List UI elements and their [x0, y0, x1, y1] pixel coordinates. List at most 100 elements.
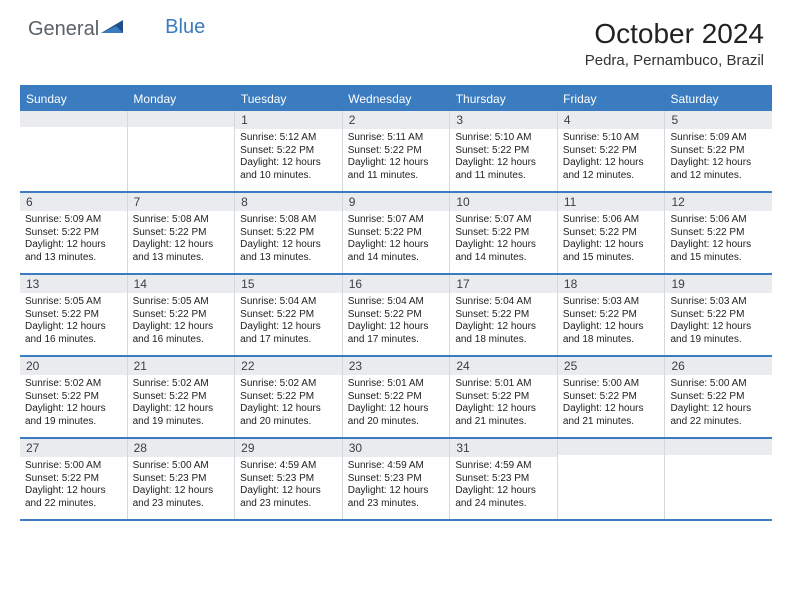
day-number: 17: [450, 275, 557, 293]
cell-line: Sunset: 5:22 PM: [133, 391, 230, 404]
cell-body: Sunrise: 5:02 AMSunset: 5:22 PMDaylight:…: [20, 375, 127, 433]
cell-line: Sunrise: 5:07 AM: [348, 214, 445, 227]
calendar-cell: 25Sunrise: 5:00 AMSunset: 5:22 PMDayligh…: [558, 357, 666, 437]
cell-line: Sunrise: 5:00 AM: [25, 460, 122, 473]
cell-line: Daylight: 12 hours and 16 minutes.: [133, 321, 230, 346]
calendar-cell: [558, 439, 666, 519]
cell-line: Sunset: 5:22 PM: [25, 391, 122, 404]
cell-body: Sunrise: 4:59 AMSunset: 5:23 PMDaylight:…: [235, 457, 342, 515]
day-number: 5: [665, 111, 772, 129]
cell-line: Daylight: 12 hours and 15 minutes.: [670, 239, 767, 264]
cell-line: Daylight: 12 hours and 17 minutes.: [240, 321, 337, 346]
calendar-cell: 23Sunrise: 5:01 AMSunset: 5:22 PMDayligh…: [343, 357, 451, 437]
cell-line: Sunrise: 5:12 AM: [240, 132, 337, 145]
cell-line: Daylight: 12 hours and 12 minutes.: [563, 157, 660, 182]
calendar-cell: 11Sunrise: 5:06 AMSunset: 5:22 PMDayligh…: [558, 193, 666, 273]
cell-line: Daylight: 12 hours and 13 minutes.: [240, 239, 337, 264]
cell-line: Sunrise: 5:02 AM: [25, 378, 122, 391]
cell-line: Daylight: 12 hours and 17 minutes.: [348, 321, 445, 346]
cell-body: [128, 127, 235, 135]
day-header: Wednesday: [342, 87, 449, 111]
day-number: 14: [128, 275, 235, 293]
cell-line: Sunrise: 5:03 AM: [563, 296, 660, 309]
day-number: 29: [235, 439, 342, 457]
cell-line: Sunrise: 5:05 AM: [25, 296, 122, 309]
cell-line: Sunrise: 5:01 AM: [348, 378, 445, 391]
cell-line: Sunrise: 5:10 AM: [455, 132, 552, 145]
day-number: 7: [128, 193, 235, 211]
cell-line: Daylight: 12 hours and 18 minutes.: [563, 321, 660, 346]
calendar-cell: 24Sunrise: 5:01 AMSunset: 5:22 PMDayligh…: [450, 357, 558, 437]
calendar-cell: 18Sunrise: 5:03 AMSunset: 5:22 PMDayligh…: [558, 275, 666, 355]
calendar-cell: 31Sunrise: 4:59 AMSunset: 5:23 PMDayligh…: [450, 439, 558, 519]
day-number: 6: [20, 193, 127, 211]
day-number: 28: [128, 439, 235, 457]
cell-line: Daylight: 12 hours and 20 minutes.: [348, 403, 445, 428]
calendar-cell: 12Sunrise: 5:06 AMSunset: 5:22 PMDayligh…: [665, 193, 772, 273]
cell-line: Daylight: 12 hours and 19 minutes.: [25, 403, 122, 428]
calendar-cell: 22Sunrise: 5:02 AMSunset: 5:22 PMDayligh…: [235, 357, 343, 437]
cell-line: Daylight: 12 hours and 11 minutes.: [455, 157, 552, 182]
cell-body: Sunrise: 5:01 AMSunset: 5:22 PMDaylight:…: [450, 375, 557, 433]
calendar-cell: 13Sunrise: 5:05 AMSunset: 5:22 PMDayligh…: [20, 275, 128, 355]
cell-line: Sunset: 5:23 PM: [240, 473, 337, 486]
cell-body: Sunrise: 5:04 AMSunset: 5:22 PMDaylight:…: [235, 293, 342, 351]
location-label: Pedra, Pernambuco, Brazil: [585, 52, 764, 69]
day-number: [20, 111, 127, 127]
day-number: 10: [450, 193, 557, 211]
cell-line: Sunset: 5:22 PM: [25, 227, 122, 240]
day-number: 8: [235, 193, 342, 211]
calendar-cell: 10Sunrise: 5:07 AMSunset: 5:22 PMDayligh…: [450, 193, 558, 273]
cell-line: Daylight: 12 hours and 22 minutes.: [25, 485, 122, 510]
cell-line: Daylight: 12 hours and 20 minutes.: [240, 403, 337, 428]
logo-text-general: General: [28, 18, 99, 41]
week-row: 27Sunrise: 5:00 AMSunset: 5:22 PMDayligh…: [20, 439, 772, 521]
cell-body: Sunrise: 5:11 AMSunset: 5:22 PMDaylight:…: [343, 129, 450, 187]
day-header: Saturday: [665, 87, 772, 111]
cell-line: Sunrise: 5:09 AM: [25, 214, 122, 227]
cell-line: Sunset: 5:22 PM: [348, 145, 445, 158]
calendar-cell: 14Sunrise: 5:05 AMSunset: 5:22 PMDayligh…: [128, 275, 236, 355]
cell-line: Sunrise: 5:09 AM: [670, 132, 767, 145]
calendar-cell: 20Sunrise: 5:02 AMSunset: 5:22 PMDayligh…: [20, 357, 128, 437]
day-number: 27: [20, 439, 127, 457]
cell-line: Sunset: 5:22 PM: [348, 227, 445, 240]
cell-body: Sunrise: 5:12 AMSunset: 5:22 PMDaylight:…: [235, 129, 342, 187]
calendar-cell: 30Sunrise: 4:59 AMSunset: 5:23 PMDayligh…: [343, 439, 451, 519]
day-number: [558, 439, 665, 455]
cell-line: Sunrise: 5:01 AM: [455, 378, 552, 391]
calendar-cell: 4Sunrise: 5:10 AMSunset: 5:22 PMDaylight…: [558, 111, 666, 191]
cell-line: Daylight: 12 hours and 18 minutes.: [455, 321, 552, 346]
cell-line: Sunset: 5:22 PM: [133, 309, 230, 322]
day-header-row: SundayMondayTuesdayWednesdayThursdayFrid…: [20, 87, 772, 111]
cell-body: Sunrise: 5:09 AMSunset: 5:22 PMDaylight:…: [665, 129, 772, 187]
cell-line: Sunset: 5:22 PM: [563, 309, 660, 322]
cell-line: Daylight: 12 hours and 13 minutes.: [133, 239, 230, 264]
cell-line: Sunset: 5:22 PM: [133, 227, 230, 240]
cell-line: Daylight: 12 hours and 15 minutes.: [563, 239, 660, 264]
cell-line: Daylight: 12 hours and 19 minutes.: [133, 403, 230, 428]
calendar-cell: 9Sunrise: 5:07 AMSunset: 5:22 PMDaylight…: [343, 193, 451, 273]
cell-body: Sunrise: 5:03 AMSunset: 5:22 PMDaylight:…: [558, 293, 665, 351]
cell-line: Sunset: 5:22 PM: [455, 227, 552, 240]
cell-line: Sunrise: 5:04 AM: [455, 296, 552, 309]
cell-line: Sunset: 5:22 PM: [348, 391, 445, 404]
cell-line: Sunset: 5:22 PM: [455, 145, 552, 158]
day-number: 31: [450, 439, 557, 457]
calendar-cell: [665, 439, 772, 519]
cell-line: Sunrise: 5:08 AM: [240, 214, 337, 227]
day-header: Thursday: [450, 87, 557, 111]
cell-line: Sunrise: 5:08 AM: [133, 214, 230, 227]
header: GeneralBlue October 2024 Pedra, Pernambu…: [0, 0, 792, 77]
cell-line: Sunset: 5:22 PM: [563, 227, 660, 240]
cell-body: Sunrise: 5:01 AMSunset: 5:22 PMDaylight:…: [343, 375, 450, 433]
day-header: Monday: [127, 87, 234, 111]
cell-line: Sunset: 5:22 PM: [670, 309, 767, 322]
cell-body: Sunrise: 5:03 AMSunset: 5:22 PMDaylight:…: [665, 293, 772, 351]
calendar-cell: 3Sunrise: 5:10 AMSunset: 5:22 PMDaylight…: [450, 111, 558, 191]
cell-line: Daylight: 12 hours and 10 minutes.: [240, 157, 337, 182]
cell-line: Daylight: 12 hours and 12 minutes.: [670, 157, 767, 182]
day-number: [665, 439, 772, 455]
cell-body: Sunrise: 5:02 AMSunset: 5:22 PMDaylight:…: [128, 375, 235, 433]
day-header: Friday: [557, 87, 664, 111]
